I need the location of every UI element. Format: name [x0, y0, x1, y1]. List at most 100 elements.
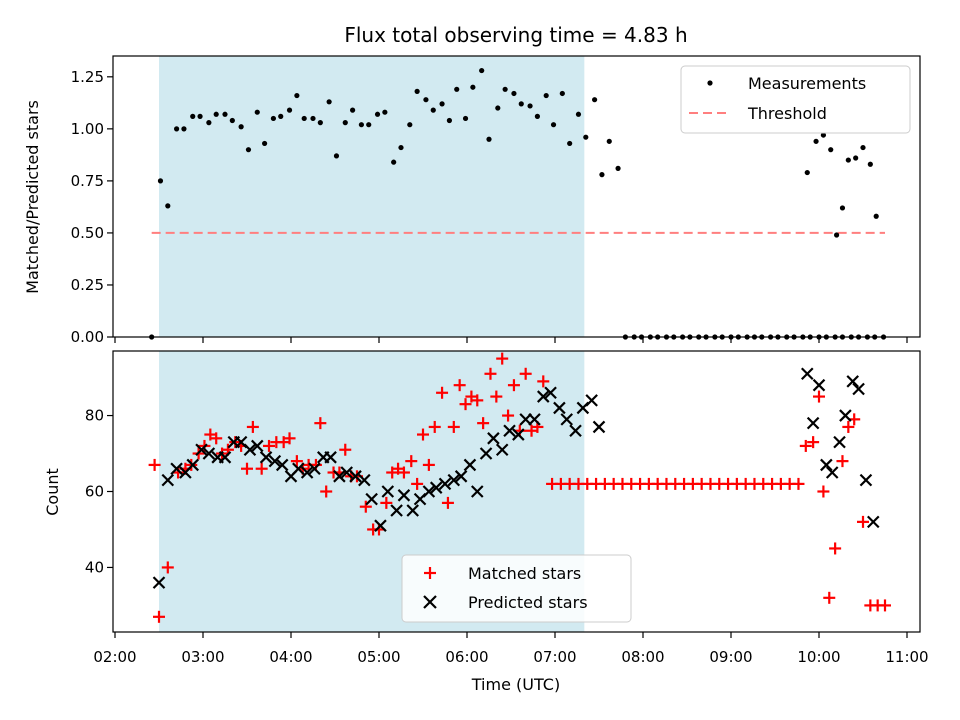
measurement-point — [262, 140, 268, 147]
matched-star-point — [447, 420, 460, 433]
matched-star-point — [823, 591, 836, 604]
predicted-star-point — [218, 451, 232, 464]
predicted-star-point — [825, 466, 839, 479]
matched-star-point — [813, 390, 825, 403]
matched-star-point — [380, 496, 393, 509]
predicted-star-point — [250, 439, 264, 453]
predicted-star-point — [397, 489, 411, 502]
matched-star-point — [405, 455, 418, 468]
matched-star-point — [153, 610, 165, 623]
predicted-star-point — [454, 470, 468, 483]
predicted-star-point — [812, 378, 826, 392]
matched-star-point — [428, 420, 441, 433]
predicted-star-point — [195, 443, 208, 457]
predicted-star-point — [820, 458, 833, 472]
predicted-star-point — [374, 519, 387, 532]
matched-star-point — [836, 455, 849, 468]
predicted-star-point — [438, 477, 452, 491]
measurement-point — [414, 88, 420, 94]
matched-star-point — [255, 462, 268, 475]
measurement-point — [286, 107, 293, 113]
predicted-star-point — [268, 454, 282, 468]
measurement-point — [301, 115, 307, 122]
x-tick-label: 06:00 — [445, 648, 488, 666]
matched-star-point — [161, 561, 174, 574]
predicted-star-point — [358, 473, 371, 487]
measurement-point — [165, 203, 171, 209]
measurement-point — [197, 113, 203, 119]
bottom-y-axis-label: Count — [43, 468, 62, 516]
measurement-point — [181, 126, 187, 132]
legend-predicted-marker — [423, 595, 437, 609]
measurement-point — [333, 153, 340, 159]
bottom-legend-box — [401, 554, 632, 623]
predicted-star-point — [852, 382, 865, 396]
measurement-point — [583, 134, 589, 140]
predicted-star-point — [585, 394, 598, 407]
predicted-star-point — [170, 462, 183, 475]
matched-star-point — [441, 496, 454, 509]
matched-star-point — [283, 432, 296, 445]
predicted-star-point — [536, 390, 550, 403]
predicted-star-point — [463, 458, 477, 472]
measurement-point — [804, 169, 810, 176]
top-y-axis: 0.00 0.25 0.50 0.75 1.00 1.25 — [71, 68, 113, 346]
legend-predicted-label: Predicted stars — [468, 593, 588, 612]
x-tick-label: 08:00 — [621, 648, 664, 666]
predicted-star-point — [161, 473, 175, 487]
measurement-point — [839, 205, 846, 211]
legend-measurements-marker — [707, 80, 713, 86]
measurement-point — [254, 109, 260, 115]
predicted-star-point — [429, 481, 443, 494]
top-y-tick-label: 0.25 — [71, 276, 104, 294]
measurement-point — [190, 113, 196, 119]
matched-star-point — [210, 432, 223, 445]
top-y-axis-label: Matched/Predicted stars — [23, 100, 42, 294]
measurement-point — [592, 97, 598, 103]
x-tick-label: 10:00 — [797, 648, 840, 666]
measurement-point — [382, 109, 388, 115]
measurement-point — [575, 111, 582, 117]
measurement-point — [213, 111, 219, 117]
measurement-point — [294, 92, 300, 99]
matched-star-point — [436, 386, 449, 399]
measurement-point — [462, 115, 469, 122]
measurement-point — [206, 120, 212, 126]
measurement-point — [559, 90, 565, 97]
measurement-point — [615, 165, 621, 171]
predicted-star-point — [470, 485, 484, 498]
predicted-star-point — [308, 462, 321, 475]
measurement-point — [222, 111, 228, 117]
predicted-star-point — [275, 458, 289, 472]
matched-star-point — [537, 375, 550, 388]
measurement-point — [860, 144, 866, 151]
measurement-point — [511, 90, 517, 97]
predicted-star-point — [292, 462, 305, 475]
measurement-point — [454, 86, 460, 92]
matched-star-point — [829, 542, 842, 555]
matched-star-point — [263, 439, 275, 452]
measurement-point — [430, 107, 436, 113]
predicted-star-point — [365, 492, 378, 506]
bottom-legend: Matched stars Predicted stars — [401, 554, 632, 623]
x-tick-label: 09:00 — [709, 648, 752, 666]
predicted-star-point — [202, 447, 216, 460]
matched-star-point — [241, 462, 253, 475]
predicted-star-point — [512, 428, 525, 441]
measurement-point — [813, 138, 819, 144]
legend-measurements-label: Measurements — [748, 74, 866, 93]
matched-star-point — [411, 477, 424, 490]
top-y-tick-label: 0.00 — [71, 328, 104, 346]
measurement-point — [550, 122, 557, 128]
bottom-panel: 40 60 80 02:00 03:00 04:00 05:00 06:00 07:00 08:… — [43, 350, 929, 694]
predicted-star-point — [866, 515, 880, 529]
x-tick-label: 05:00 — [357, 648, 400, 666]
predicted-star-point — [495, 443, 509, 457]
predicted-star-point — [503, 424, 516, 438]
measurement-point — [391, 159, 397, 165]
matched-stars-series — [148, 352, 891, 623]
predicted-star-point — [324, 451, 337, 464]
predicted-star-point — [300, 466, 314, 479]
bottom-y-tick-label: 60 — [85, 483, 104, 501]
